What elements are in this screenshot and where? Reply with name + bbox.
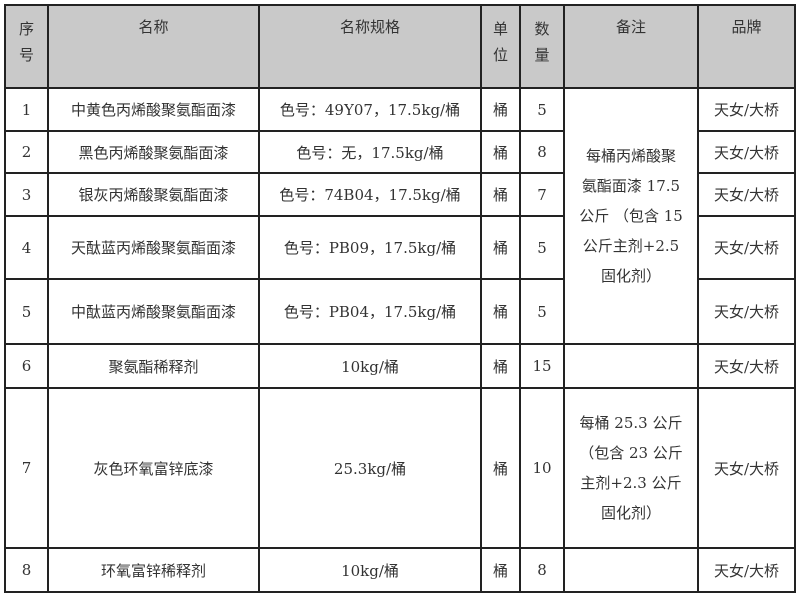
cell-unit: 桶 <box>480 172 521 217</box>
cell-no: 4 <box>4 215 49 280</box>
cell-no: 7 <box>4 387 49 549</box>
cell-qty: 5 <box>519 215 565 280</box>
table-row: 2 黑色丙烯酸聚氨酯面漆 色号：无，17.5kg/桶桶 8 天女/大桥 <box>4 130 796 174</box>
remark-line: （包含 23 公斤 <box>579 444 683 462</box>
cell-remark-polyurethane: 每桶丙烯酸聚 氨酯面漆 17.5 公斤 （包含 15 公斤主剂+2.5 固化剂） <box>563 87 699 345</box>
cell-unit: 桶 <box>480 387 521 549</box>
table-row: 5 中酞蓝丙烯酸聚氨酯面漆 色号：PB04，17.5kg/桶桶 5 天女/大桥 <box>4 278 796 345</box>
cell-unit: 桶 <box>480 215 521 280</box>
remark-line: 公斤主剂+2.5 <box>582 237 680 255</box>
header-name: 名称 <box>47 4 260 89</box>
cell-qty: 10 <box>519 387 565 549</box>
cell-qty: 5 <box>519 87 565 132</box>
header-text: 序 <box>18 20 34 38</box>
table-row: 6 聚氨酯稀释剂 10kg/桶桶 15 天女/大桥 <box>4 343 796 389</box>
cell-brand: 天女/大桥 <box>697 172 796 217</box>
header-text: 单 <box>492 20 508 38</box>
cell-name: 灰色环氧富锌底漆 <box>47 387 260 549</box>
cell-spec: 色号：49Y07，17.5kg/桶 <box>258 87 482 132</box>
materials-table: 序号 名称 名称规格 单位 数量 备注 品牌 1 中黄色丙烯酸聚氨酯面漆 色号：49… <box>4 4 796 593</box>
remark-line: 每桶丙烯酸聚 <box>585 147 676 165</box>
cell-brand: 天女/大桥 <box>697 87 796 132</box>
cell-qty: 8 <box>519 130 565 174</box>
header-text: 量 <box>534 46 550 64</box>
remark-line: 每桶 25.3 公斤 <box>579 414 683 432</box>
cell-name: 天酞蓝丙烯酸聚氨酯面漆 <box>47 215 260 280</box>
header-brand: 品牌 <box>697 4 796 89</box>
cell-no: 5 <box>4 278 49 345</box>
cell-spec: 10kg/桶 <box>258 343 482 389</box>
header-unit: 单位 <box>480 4 521 89</box>
cell-brand: 天女/大桥 <box>697 130 796 174</box>
cell-unit: 桶 <box>480 87 521 132</box>
cell-brand: 天女/大桥 <box>697 343 796 389</box>
cell-no: 8 <box>4 547 49 593</box>
header-text: 数 <box>534 20 550 38</box>
cell-brand: 天女/大桥 <box>697 215 796 280</box>
cell-brand: 天女/大桥 <box>697 547 796 593</box>
cell-name: 聚氨酯稀释剂 <box>47 343 260 389</box>
remark-line: 主剂+2.3 公斤 <box>580 474 682 492</box>
cell-spec: 色号：PB09，17.5kg/桶 <box>258 215 482 280</box>
cell-qty: 8 <box>519 547 565 593</box>
cell-unit: 桶 <box>480 547 521 593</box>
cell-no: 1 <box>4 87 49 132</box>
cell-name: 中黄色丙烯酸聚氨酯面漆 <box>47 87 260 132</box>
cell-unit: 桶 <box>480 278 521 345</box>
cell-qty: 5 <box>519 278 565 345</box>
cell-no: 2 <box>4 130 49 174</box>
cell-brand: 天女/大桥 <box>697 387 796 549</box>
cell-spec: 色号：无，17.5kg/桶 <box>258 130 482 174</box>
cell-brand: 天女/大桥 <box>697 278 796 345</box>
header-remark: 备注 <box>563 4 699 89</box>
cell-name: 银灰丙烯酸聚氨酯面漆 <box>47 172 260 217</box>
header-qty: 数量 <box>519 4 565 89</box>
cell-qty: 15 <box>519 343 565 389</box>
cell-spec: 10kg/桶 <box>258 547 482 593</box>
cell-name: 黑色丙烯酸聚氨酯面漆 <box>47 130 260 174</box>
cell-spec: 色号：74B04，17.5kg/桶 <box>258 172 482 217</box>
cell-remark-epoxy: 每桶 25.3 公斤 （包含 23 公斤 主剂+2.3 公斤 固化剂） <box>563 387 699 549</box>
table-row: 8 环氧富锌稀释剂 10kg/桶桶 8 天女/大桥 <box>4 547 796 593</box>
cell-spec: 25.3kg/桶 <box>258 387 482 549</box>
table-row: 3 银灰丙烯酸聚氨酯面漆 色号：74B04，17.5kg/桶桶 7 天女/大桥 <box>4 172 796 217</box>
cell-qty: 7 <box>519 172 565 217</box>
header-no: 序号 <box>4 4 49 89</box>
cell-spec: 色号：PB04，17.5kg/桶 <box>258 278 482 345</box>
remark-line: 公斤 （包含 15 <box>579 207 683 225</box>
table-row: 7 灰色环氧富锌底漆 25.3kg/桶桶 10 每桶 25.3 公斤 （包含 23 公斤… <box>4 387 796 549</box>
cell-name: 中酞蓝丙烯酸聚氨酯面漆 <box>47 278 260 345</box>
header-text: 号 <box>18 46 34 64</box>
cell-name: 环氧富锌稀释剂 <box>47 547 260 593</box>
header-spec: 名称规格 <box>258 4 482 89</box>
remark-line: 固化剂） <box>600 267 661 285</box>
cell-unit: 桶 <box>480 130 521 174</box>
cell-no: 3 <box>4 172 49 217</box>
remark-line: 氨酯面漆 17.5 <box>581 177 681 195</box>
header-text: 位 <box>492 46 508 64</box>
cell-no: 6 <box>4 343 49 389</box>
cell-remark-empty <box>563 343 699 389</box>
table-row: 4 天酞蓝丙烯酸聚氨酯面漆 色号：PB09，17.5kg/桶桶 5 天女/大桥 <box>4 215 796 280</box>
header-row: 序号 名称 名称规格 单位 数量 备注 品牌 <box>4 4 796 89</box>
remark-line: 固化剂） <box>600 504 661 522</box>
cell-unit: 桶 <box>480 343 521 389</box>
table-row: 1 中黄色丙烯酸聚氨酯面漆 色号：49Y07，17.5kg/桶桶 5 每桶丙烯酸聚 氨酯… <box>4 87 796 345</box>
cell-remark-empty <box>563 547 699 593</box>
